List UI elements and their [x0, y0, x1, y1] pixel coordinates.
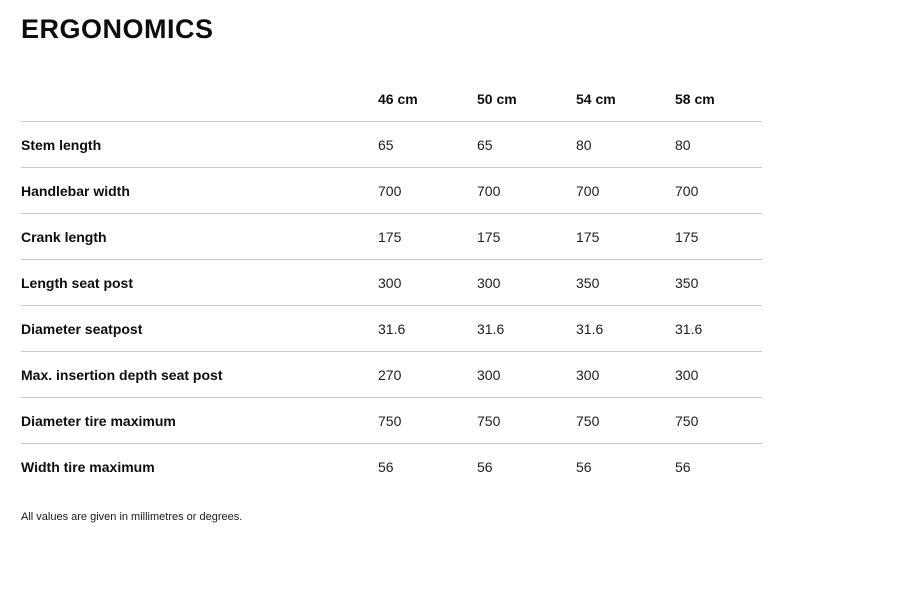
- ergonomics-table: 46 cm 50 cm 54 cm 58 cm Stem length 65 6…: [21, 91, 762, 490]
- cell-value: 65: [477, 121, 576, 169]
- row-label: Stem length: [21, 121, 378, 169]
- cell-value: 300: [477, 259, 576, 307]
- table-row: Length seat post 300 300 350 350: [21, 259, 762, 307]
- cell-value: 700: [576, 167, 675, 215]
- header-spacer-cell: [21, 91, 378, 123]
- cell-value: 56: [576, 458, 592, 475]
- cell-value: 175: [576, 213, 675, 261]
- row-label: Handlebar width: [21, 167, 378, 215]
- cell-value: 750: [576, 397, 675, 445]
- table-row: Diameter tire maximum 750 750 750 750: [21, 397, 762, 445]
- row-label: Length seat post: [21, 259, 378, 307]
- cell-value: 300: [675, 351, 762, 399]
- cell-value: 750: [378, 397, 477, 445]
- cell-value: 56: [477, 458, 493, 475]
- cell-value: 300: [378, 259, 477, 307]
- table-row: Diameter seatpost 31.6 31.6 31.6 31.6: [21, 305, 762, 353]
- cell-value: 700: [477, 167, 576, 215]
- cell-value: 31.6: [477, 305, 576, 353]
- cell-value: 300: [477, 351, 576, 399]
- cell-value: 175: [675, 213, 762, 261]
- units-footnote: All values are given in millimetres or d…: [21, 510, 243, 523]
- table-row: Stem length 65 65 80 80: [21, 121, 762, 169]
- row-label: Diameter tire maximum: [21, 397, 378, 445]
- row-label: Max. insertion depth seat post: [21, 351, 378, 399]
- column-header-58cm: 58 cm: [675, 91, 762, 123]
- cell-value: 80: [576, 121, 675, 169]
- cell-value: 350: [576, 259, 675, 307]
- table-row: Crank length 175 175 175 175: [21, 213, 762, 261]
- cell-value: 31.6: [576, 305, 675, 353]
- cell-value: 350: [675, 259, 762, 307]
- cell-value: 56: [378, 458, 394, 475]
- table-row: Max. insertion depth seat post 270 300 3…: [21, 351, 762, 399]
- cell-value: 750: [477, 397, 576, 445]
- cell-value: 175: [378, 213, 477, 261]
- column-header-54cm: 54 cm: [576, 91, 675, 123]
- page-title: ERGONOMICS: [21, 14, 214, 44]
- cell-value: 80: [675, 121, 762, 169]
- row-label: Crank length: [21, 213, 378, 261]
- cell-value: 175: [477, 213, 576, 261]
- column-header-46cm: 46 cm: [378, 91, 477, 123]
- table-header-row: 46 cm 50 cm 54 cm 58 cm: [21, 91, 762, 123]
- cell-value: 56: [675, 458, 691, 475]
- cell-value: 31.6: [378, 305, 477, 353]
- cell-value: 700: [378, 167, 477, 215]
- ergonomics-section: ERGONOMICS 46 cm 50 cm 54 cm 58 cm Stem …: [21, 14, 762, 523]
- row-label: Width tire maximum: [21, 458, 155, 475]
- cell-value: 270: [378, 351, 477, 399]
- cell-value: 750: [675, 397, 762, 445]
- cell-value: 300: [576, 351, 675, 399]
- row-label: Diameter seatpost: [21, 305, 378, 353]
- table-row: Width tire maximum 56 56 56 56: [21, 444, 762, 490]
- column-header-50cm: 50 cm: [477, 91, 576, 123]
- cell-value: 700: [675, 167, 762, 215]
- cell-value: 65: [378, 121, 477, 169]
- cell-value: 31.6: [675, 305, 762, 353]
- table-row: Handlebar width 700 700 700 700: [21, 167, 762, 215]
